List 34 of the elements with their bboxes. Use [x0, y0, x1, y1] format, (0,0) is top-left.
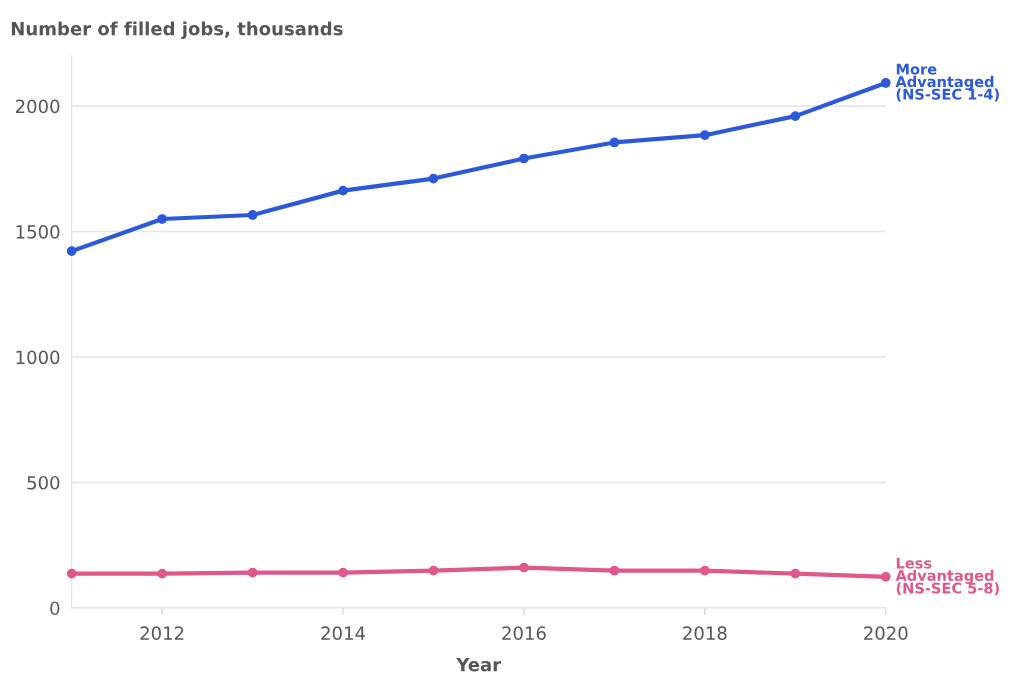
- point: [247, 567, 258, 578]
- point: [338, 185, 348, 196]
- y-tick-label: 0: [50, 601, 60, 616]
- point: [790, 568, 801, 579]
- y-tick-label: 1000: [16, 350, 60, 365]
- x-tick-label: 2012: [140, 626, 184, 641]
- series-label: Less Advantaged (NS-SEC 5-8): [895, 557, 999, 596]
- point: [157, 214, 167, 224]
- chart-title: Number of filled jobs, thousands: [11, 21, 343, 40]
- x-tick-label: 2014: [321, 626, 365, 641]
- point: [609, 137, 620, 148]
- point: [790, 111, 801, 121]
- point: [428, 565, 439, 576]
- y-tick-label: 1500: [16, 225, 60, 239]
- x-axis-title: Year: [456, 657, 502, 672]
- point: [338, 567, 348, 578]
- series-label: More Advantaged (NS-SEC 1-4): [895, 63, 999, 102]
- point: [609, 565, 620, 576]
- point: [699, 565, 710, 576]
- y-tick-label: 500: [27, 475, 60, 490]
- point: [247, 210, 258, 220]
- x-tick-label: 2020: [864, 626, 908, 641]
- point: [66, 246, 77, 256]
- point: [699, 130, 710, 141]
- point: [157, 568, 167, 579]
- x-tick-label: 2016: [502, 626, 546, 641]
- point: [519, 153, 529, 164]
- point: [428, 173, 439, 184]
- point: [66, 568, 77, 579]
- point: [519, 562, 529, 573]
- y-tick-label: 2000: [15, 99, 60, 114]
- point: [880, 572, 891, 582]
- x-tick-label: 2018: [683, 626, 727, 641]
- point: [880, 78, 891, 88]
